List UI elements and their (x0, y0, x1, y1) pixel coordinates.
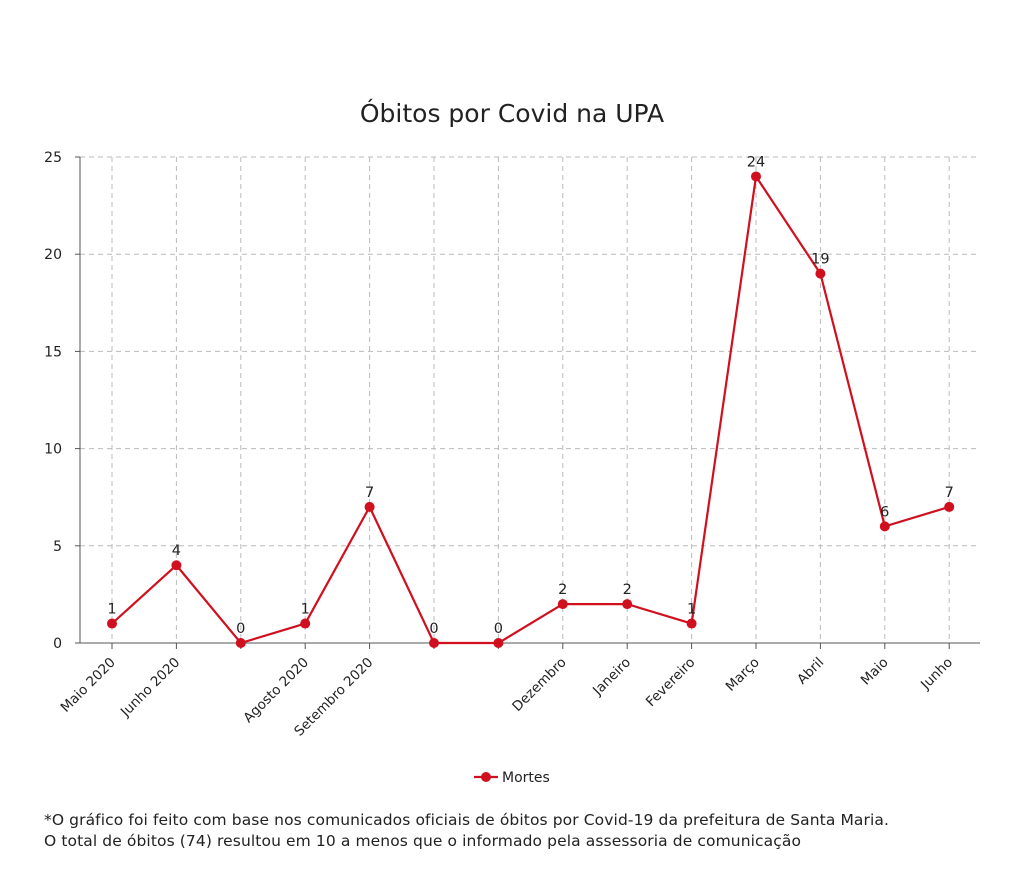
x-tick-label: Abril (794, 655, 827, 688)
data-point (171, 560, 182, 571)
data-labels: 1 4 0 1 7 0 0 2 2 1 24 19 6 7 (107, 154, 953, 637)
y-tick-label: 20 (44, 247, 62, 263)
data-point (557, 599, 568, 610)
footnote: *O gráfico foi feito com base nos comuni… (44, 810, 1004, 852)
y-tick-label: 25 (44, 150, 62, 166)
data-point (944, 501, 955, 512)
data-point (622, 599, 633, 610)
y-axis-ticks: 0 5 10 15 20 25 (44, 150, 80, 652)
x-tick-label: Fevereiro (643, 655, 698, 710)
x-tick-label: Agosto 2020 (240, 655, 312, 727)
series-line (111, 175, 950, 645)
axes (79, 157, 980, 644)
data-label: 4 (172, 543, 181, 559)
data-label: 24 (747, 154, 765, 170)
data-label: 1 (687, 602, 696, 618)
x-tick-label: Janeiro (589, 655, 634, 700)
x-tick-label: Maio 2020 (58, 655, 119, 716)
footnote-line-1: *O gráfico foi feito com base nos comuni… (44, 811, 890, 829)
data-point (429, 638, 439, 648)
footnote-line-2: O total de óbitos (74) resultou em 10 a … (44, 832, 802, 850)
x-tick-label: Dezembro (509, 655, 569, 715)
data-point (300, 618, 311, 629)
data-label: 0 (494, 621, 503, 637)
y-tick-label: 0 (53, 636, 62, 652)
data-label: 7 (945, 485, 954, 501)
data-point (751, 171, 761, 182)
data-label: 0 (236, 621, 245, 637)
chart-title: Óbitos por Covid na UPA (360, 98, 664, 128)
data-label: 6 (880, 504, 889, 520)
y-tick-label: 10 (44, 442, 62, 458)
data-label: 0 (429, 621, 438, 637)
data-label: 7 (365, 485, 374, 501)
y-tick-label: 15 (44, 344, 62, 360)
data-label: 1 (301, 602, 310, 618)
data-label: 2 (558, 582, 567, 598)
data-label: 19 (811, 252, 829, 268)
series-mortes (107, 171, 955, 648)
data-label: 2 (623, 582, 632, 598)
data-point (686, 618, 697, 629)
legend-label: Mortes (502, 770, 550, 786)
data-point (364, 501, 375, 512)
legend-marker (481, 772, 491, 782)
x-tick-label: Maio (858, 655, 892, 689)
data-point (879, 521, 890, 532)
data-point (815, 268, 826, 279)
y-tick-label: 5 (53, 539, 62, 555)
x-tick-label: Junho (917, 655, 956, 694)
data-point (493, 638, 504, 648)
data-point (235, 638, 246, 648)
data-point (107, 618, 117, 629)
data-label: 1 (107, 602, 116, 618)
x-tick-label: Junho 2020 (117, 655, 183, 721)
grid (80, 156, 980, 643)
legend[interactable]: Mortes (474, 770, 550, 786)
x-tick-label: Março (723, 655, 763, 695)
